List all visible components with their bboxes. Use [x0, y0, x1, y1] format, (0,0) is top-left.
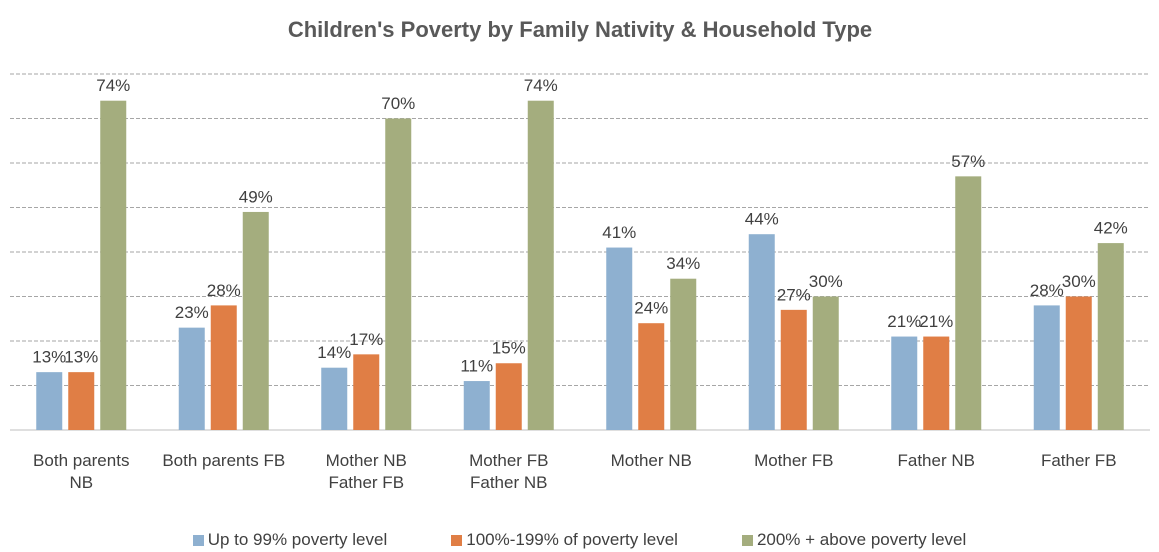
data-label: 21%	[887, 312, 921, 331]
bar	[178, 327, 205, 430]
x-tick-label: Mother FB Father NB	[469, 451, 549, 492]
legend-swatch	[451, 534, 463, 546]
bar	[353, 354, 380, 430]
data-label: 49%	[239, 187, 273, 206]
data-label: 14%	[317, 343, 351, 362]
legend-label: 200% + above poverty level	[756, 530, 967, 549]
bar	[321, 367, 348, 430]
legend-swatch	[741, 534, 753, 546]
legend-swatch	[192, 534, 204, 546]
bar	[210, 305, 237, 430]
legend-item: Up to 99% poverty level	[192, 530, 388, 550]
data-label: 24%	[634, 299, 668, 318]
bar	[385, 118, 412, 430]
x-tick-label: Both parents NB	[33, 451, 130, 492]
legend-label: Up to 99% poverty level	[207, 530, 388, 549]
data-label: 74%	[524, 76, 558, 95]
x-tick-label: Both parents FB	[162, 451, 286, 470]
bar	[638, 323, 665, 430]
data-label: 30%	[1062, 272, 1096, 291]
bar	[670, 278, 697, 430]
bar	[780, 309, 807, 430]
data-label: 74%	[96, 76, 130, 95]
data-label: 11%	[460, 357, 493, 376]
bar	[242, 211, 269, 430]
bar	[1033, 305, 1060, 430]
x-tick-label: Mother NB	[610, 451, 692, 470]
bar	[1097, 243, 1124, 430]
bar	[463, 381, 490, 430]
bar	[606, 247, 633, 430]
bar	[955, 176, 982, 430]
data-label: 13%	[64, 348, 98, 367]
data-label: 57%	[951, 152, 985, 171]
data-label: 42%	[1094, 219, 1128, 238]
bar	[891, 336, 918, 430]
bar	[812, 296, 839, 430]
legend-item: 200% + above poverty level	[741, 530, 967, 550]
bar	[527, 100, 554, 430]
bar	[923, 336, 950, 430]
legend-label: 100%-199% of poverty level	[466, 530, 678, 549]
data-label: 27%	[777, 285, 811, 304]
data-label: 17%	[349, 330, 383, 349]
bar	[100, 100, 127, 430]
data-label: 28%	[207, 281, 241, 300]
bar	[1065, 296, 1092, 430]
data-label: 23%	[175, 303, 209, 322]
bar	[495, 363, 522, 430]
bar	[748, 234, 775, 430]
legend-item: 100%-199% of poverty level	[451, 530, 678, 550]
x-tick-label: Father NB	[897, 451, 975, 470]
bar	[36, 372, 63, 430]
data-label: 21%	[919, 312, 953, 331]
data-label: 30%	[809, 272, 843, 291]
x-tick-label: Mother NB Father FB	[325, 451, 407, 492]
data-label: 13%	[32, 348, 66, 367]
data-label: 44%	[745, 210, 779, 229]
bar	[68, 372, 95, 430]
data-label: 70%	[381, 94, 415, 113]
legend: Up to 99% poverty level 100%-199% of pove…	[0, 530, 1159, 550]
chart-title: Children's Poverty by Family Nativity & …	[288, 17, 872, 42]
x-tick-label: Father FB	[1040, 451, 1117, 470]
x-tick-label: Mother FB	[754, 451, 834, 470]
data-label: 34%	[666, 254, 700, 273]
data-label: 41%	[602, 223, 636, 242]
data-label: 15%	[492, 339, 526, 358]
data-label: 28%	[1030, 281, 1064, 300]
